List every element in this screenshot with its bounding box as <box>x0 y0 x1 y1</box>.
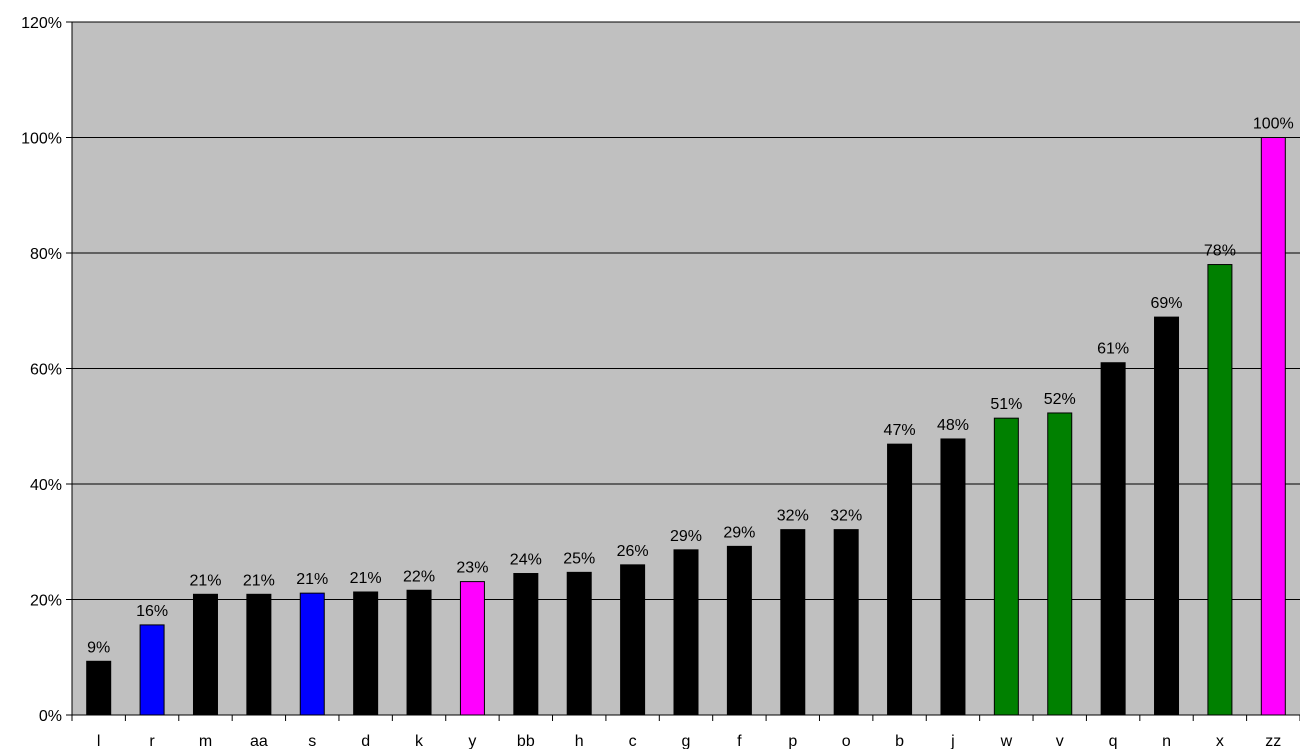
bar-w <box>993 417 1019 716</box>
data-labels: 9% 16% 21% 21% 21% 21% 22% 23% 24% 25% 26% 29% 29% 32… <box>87 116 1294 657</box>
x-tick-label: f <box>737 733 742 749</box>
bar-j <box>940 438 966 716</box>
data-label-l: 9% <box>87 639 110 656</box>
x-tick-label: w <box>1000 733 1013 749</box>
y-tick-label: 100% <box>21 131 62 148</box>
x-tick-label: r <box>149 733 155 749</box>
y-tick-label: 120% <box>21 15 62 32</box>
x-tick-label: s <box>308 733 316 749</box>
data-label-r: 16% <box>136 603 168 620</box>
data-label-n: 69% <box>1151 295 1183 312</box>
bar-l <box>86 660 112 716</box>
bar-x <box>1207 264 1233 716</box>
data-label-v: 52% <box>1044 391 1076 408</box>
data-label-bb: 24% <box>510 552 542 569</box>
data-label-k: 22% <box>403 568 435 585</box>
data-label-j: 48% <box>937 417 969 434</box>
bar-d <box>353 591 379 716</box>
y-tick-label: 60% <box>30 362 62 379</box>
data-label-d: 21% <box>350 570 382 587</box>
bar-p <box>780 529 806 716</box>
bar-aa <box>246 593 272 716</box>
y-axis: 0% 20% 40% 60% 80% 100% 120% <box>21 15 73 725</box>
bar-f <box>726 545 752 716</box>
x-tick-label: m <box>199 733 212 749</box>
x-tick-label: aa <box>250 733 268 749</box>
data-label-g: 29% <box>670 528 702 545</box>
data-label-f: 29% <box>723 524 755 541</box>
x-tick-label: j <box>950 733 955 749</box>
data-label-y: 23% <box>456 560 488 577</box>
x-tick-label: h <box>575 733 584 749</box>
x-tick-label: d <box>361 733 370 749</box>
data-label-q: 61% <box>1097 341 1129 358</box>
x-tick-label: y <box>468 733 476 749</box>
x-tick-label: q <box>1109 733 1118 749</box>
y-tick-label: 80% <box>30 246 62 263</box>
x-tick-label: p <box>788 733 797 749</box>
data-label-m: 21% <box>189 572 221 589</box>
x-axis: l r m aa s d k y bb h c g f p o b j w v q n x zz <box>71 714 1300 749</box>
bar-c <box>620 564 646 716</box>
x-tick-label: b <box>895 733 904 749</box>
bar-g <box>673 549 699 716</box>
bar-m <box>192 593 218 716</box>
data-label-x: 78% <box>1204 243 1236 260</box>
x-tick-label: zz <box>1265 733 1281 749</box>
bar-n <box>1154 316 1180 716</box>
x-tick-label: g <box>682 733 691 749</box>
bar-y <box>459 581 485 716</box>
x-tick-label: x <box>1216 733 1224 749</box>
data-label-o: 32% <box>830 508 862 525</box>
data-label-s: 21% <box>296 571 328 588</box>
data-label-w: 51% <box>990 396 1022 413</box>
bars <box>86 137 1286 716</box>
bar-b <box>887 443 913 716</box>
bar-k <box>406 589 432 716</box>
data-label-aa: 21% <box>243 572 275 589</box>
data-label-p: 32% <box>777 508 809 525</box>
y-tick-label: 40% <box>30 477 62 494</box>
data-label-h: 25% <box>563 550 595 567</box>
data-label-c: 26% <box>617 543 649 560</box>
bar-q <box>1100 362 1126 716</box>
bar-h <box>566 571 592 716</box>
bar-r <box>139 624 165 716</box>
gridlines <box>72 21 1300 600</box>
data-label-zz: 100% <box>1253 116 1294 133</box>
bar-v <box>1047 412 1073 716</box>
x-tick-label: l <box>97 733 101 749</box>
y-tick-label: 20% <box>30 593 62 610</box>
bar-zz <box>1260 137 1286 716</box>
x-tick-label: n <box>1162 733 1171 749</box>
x-tick-label: c <box>629 733 637 749</box>
x-tick-label: k <box>415 733 424 749</box>
x-tick-label: bb <box>517 733 535 749</box>
bar-s <box>299 592 325 716</box>
bar-bb <box>513 573 539 716</box>
bar-o <box>833 529 859 716</box>
y-tick-label: 0% <box>39 708 62 725</box>
data-label-b: 47% <box>884 422 916 439</box>
x-tick-label: o <box>842 733 851 749</box>
x-tick-label: v <box>1056 733 1064 749</box>
